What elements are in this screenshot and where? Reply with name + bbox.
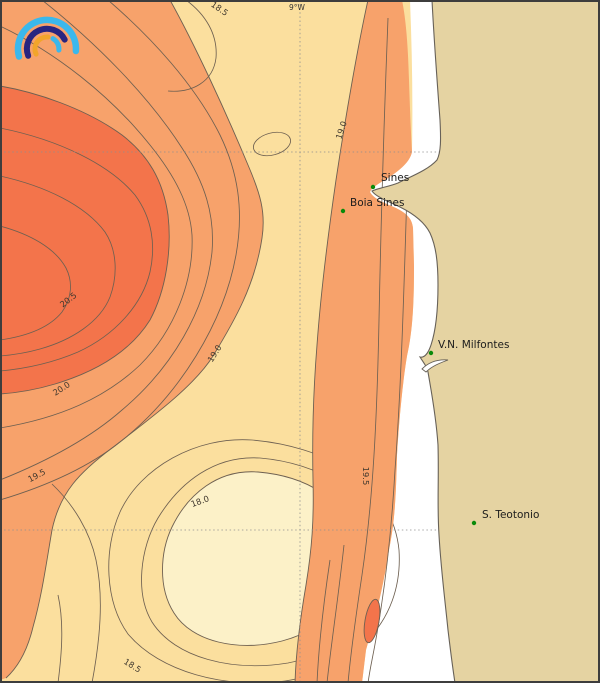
milfontes-inlet: [421, 359, 449, 373]
meridian-label: 9°W: [289, 3, 306, 12]
land: [371, 0, 600, 683]
isotherm-19.75-west: [0, 25, 193, 429]
sea-band-20-21-core: [0, 86, 170, 394]
warm-spot-20c: [363, 598, 381, 644]
station-dot: [471, 520, 477, 526]
contour-label: 19.5: [361, 467, 371, 485]
isotherm-19.0-coastal: [294, 0, 369, 683]
station-label: S. Teotonio: [482, 509, 539, 521]
station-label: Sines: [381, 172, 409, 184]
station-layer: Sines Boia Sines V.N. Milfontes S. Teotonio: [340, 172, 539, 526]
isotherm-20.75: [0, 225, 71, 341]
isotherm-19.5-coastal: [347, 17, 389, 683]
isotherm-19.25-coastal-a: [316, 559, 331, 683]
isotherm-18.75-loop: [253, 131, 291, 157]
station-dot: [340, 208, 346, 214]
isotherm-20.25: [0, 127, 154, 372]
isotherm-19.25-coastal-b: [326, 544, 345, 683]
sea-band-19-20-coastal: [295, 0, 414, 683]
rainbow-logo-icon: [14, 16, 80, 60]
isotherm-18.9-sw: [57, 594, 63, 683]
isotherm-19.0-west: [5, 0, 264, 679]
isotherm-18.5-top: [167, 0, 217, 92]
station-dot: [370, 184, 376, 190]
isotherm-19.25-west: [0, 0, 240, 501]
station-dot: [428, 350, 434, 356]
isotherm-20.0: [0, 85, 170, 395]
isotherm-18.75-sw: [51, 483, 101, 683]
station-label: V.N. Milfontes: [438, 339, 509, 351]
isotherm-19.75-coastal: [367, 189, 408, 683]
isotherm-19.5-west: [0, 0, 213, 481]
station-label: Boia Sines: [350, 197, 404, 209]
isotherm-20.5: [0, 175, 116, 357]
